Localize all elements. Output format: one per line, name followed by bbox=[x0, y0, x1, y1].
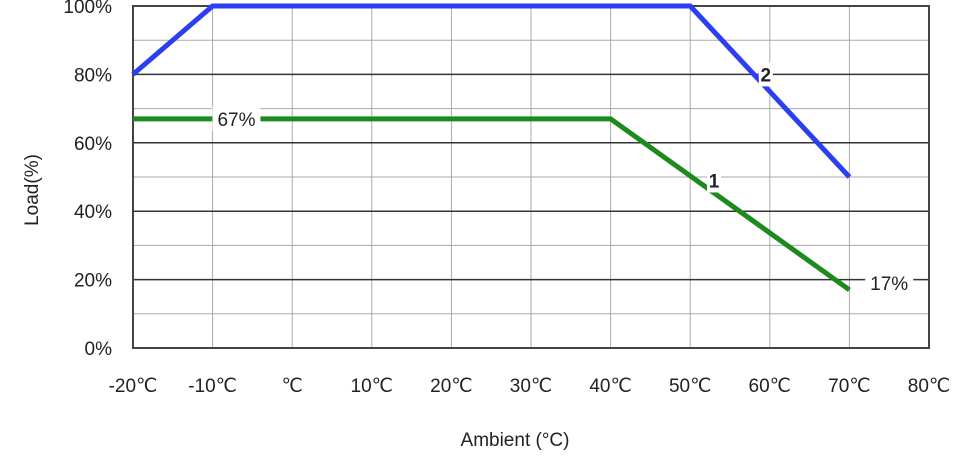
y-tick-label: 60% bbox=[74, 134, 112, 155]
series-layer bbox=[131, 3, 852, 292]
annotation-label: 2 bbox=[761, 65, 772, 86]
annotation-background bbox=[865, 271, 914, 296]
annotation-label: 67% bbox=[217, 110, 255, 131]
annotation-background bbox=[707, 168, 722, 193]
minor-grid bbox=[133, 6, 929, 348]
x-tick-label: 70℃ bbox=[828, 376, 870, 397]
y-tick-label: 0% bbox=[85, 339, 113, 360]
x-tick-label: 20℃ bbox=[430, 376, 472, 397]
x-tick-label: 30℃ bbox=[510, 376, 552, 397]
annotation-label: 1 bbox=[709, 171, 720, 192]
x-tick-label: 60℃ bbox=[749, 376, 791, 397]
y-tick-label: 100% bbox=[63, 0, 112, 18]
x-axis-label: Ambient (°C) bbox=[461, 430, 570, 451]
x-tick-label: ℃ bbox=[282, 376, 303, 397]
x-tick-label: 50℃ bbox=[669, 376, 711, 397]
annotation-label: 17% bbox=[870, 274, 908, 295]
annotation-background bbox=[212, 106, 261, 131]
x-tick-label: 80℃ bbox=[908, 376, 950, 397]
annotation-layer: 67% 17% 1 2 bbox=[212, 62, 914, 296]
x-axis-ticks: -20℃ -10℃ ℃ 10℃ 20℃ 30℃ 40℃ 50℃ 60℃ 70℃ 80℃ bbox=[109, 376, 951, 397]
y-tick-label: 80% bbox=[74, 65, 112, 86]
y-tick-label: 40% bbox=[74, 202, 112, 223]
annotation-background bbox=[758, 62, 773, 87]
x-tick-label: 40℃ bbox=[589, 376, 631, 397]
y-tick-label: 20% bbox=[74, 271, 112, 292]
x-tick-label: -10℃ bbox=[188, 376, 237, 397]
y-axis-ticks: 0% 20% 40% 60% 80% 100% bbox=[63, 0, 112, 360]
series-line-1 bbox=[133, 116, 851, 292]
y-axis-label: Load(%) bbox=[22, 154, 43, 226]
series-line-2 bbox=[131, 3, 852, 179]
x-tick-label: -20℃ bbox=[109, 376, 158, 397]
x-tick-label: 10℃ bbox=[351, 376, 393, 397]
